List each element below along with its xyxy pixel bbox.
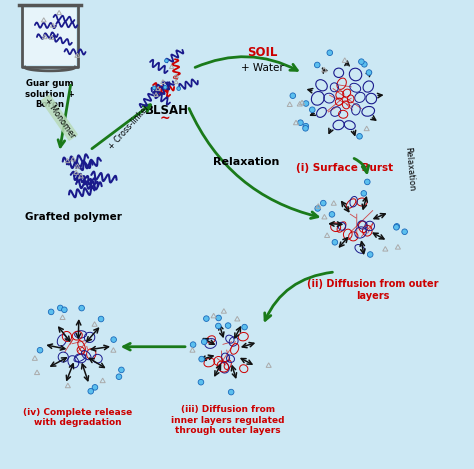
Circle shape — [359, 59, 364, 64]
Circle shape — [57, 305, 63, 311]
Circle shape — [362, 61, 367, 67]
Circle shape — [394, 224, 400, 229]
Circle shape — [361, 190, 366, 196]
Circle shape — [164, 59, 168, 62]
Circle shape — [367, 252, 373, 257]
Circle shape — [152, 86, 156, 90]
Circle shape — [303, 101, 309, 106]
Circle shape — [88, 388, 93, 394]
Text: + Water: + Water — [241, 63, 284, 74]
Circle shape — [118, 367, 124, 373]
Circle shape — [48, 309, 54, 315]
Circle shape — [357, 134, 362, 139]
Text: Guar gum
solution +
Boron: Guar gum solution + Boron — [25, 79, 75, 109]
Circle shape — [190, 342, 196, 348]
Circle shape — [98, 316, 104, 322]
Circle shape — [79, 305, 84, 311]
Circle shape — [315, 206, 320, 211]
Circle shape — [216, 315, 221, 321]
Text: + Monomer: + Monomer — [42, 96, 77, 140]
Text: Grafted polymer: Grafted polymer — [25, 212, 122, 222]
Text: + Cross-linker: + Cross-linker — [107, 103, 152, 151]
Circle shape — [365, 179, 370, 185]
Circle shape — [37, 348, 43, 353]
Circle shape — [290, 93, 296, 98]
Circle shape — [203, 316, 209, 321]
Circle shape — [332, 240, 337, 245]
Circle shape — [298, 120, 303, 126]
Circle shape — [327, 50, 333, 55]
Circle shape — [201, 339, 207, 345]
FancyBboxPatch shape — [24, 8, 76, 65]
Circle shape — [62, 307, 67, 312]
Circle shape — [92, 385, 98, 390]
Circle shape — [402, 229, 408, 234]
Text: Relaxation: Relaxation — [213, 157, 280, 167]
Text: (ii) Diffusion from outer
layers: (ii) Diffusion from outer layers — [307, 279, 438, 301]
Circle shape — [314, 62, 320, 68]
Circle shape — [310, 107, 315, 113]
Circle shape — [228, 389, 234, 395]
Text: (iv) Complete release
with degradation: (iv) Complete release with degradation — [23, 408, 133, 427]
Circle shape — [242, 324, 247, 330]
Circle shape — [320, 200, 326, 206]
Circle shape — [303, 123, 309, 129]
Text: (iii) Diffusion from
inner layers regulated
through outer layers: (iii) Diffusion from inner layers regula… — [171, 405, 284, 435]
Text: (i) Surface Burst: (i) Surface Burst — [296, 163, 393, 173]
Text: BLSAH: BLSAH — [145, 104, 189, 117]
Circle shape — [366, 70, 372, 76]
Text: Relaxation: Relaxation — [403, 146, 417, 192]
Circle shape — [216, 323, 221, 329]
Circle shape — [393, 225, 399, 230]
Circle shape — [111, 337, 117, 342]
Circle shape — [164, 85, 167, 89]
Circle shape — [329, 212, 335, 217]
Text: ~: ~ — [159, 112, 170, 125]
Text: SOIL: SOIL — [247, 45, 278, 59]
Circle shape — [225, 323, 231, 328]
Circle shape — [177, 87, 181, 91]
Circle shape — [303, 126, 308, 131]
Circle shape — [116, 374, 122, 379]
Circle shape — [198, 379, 204, 385]
Circle shape — [199, 356, 204, 362]
